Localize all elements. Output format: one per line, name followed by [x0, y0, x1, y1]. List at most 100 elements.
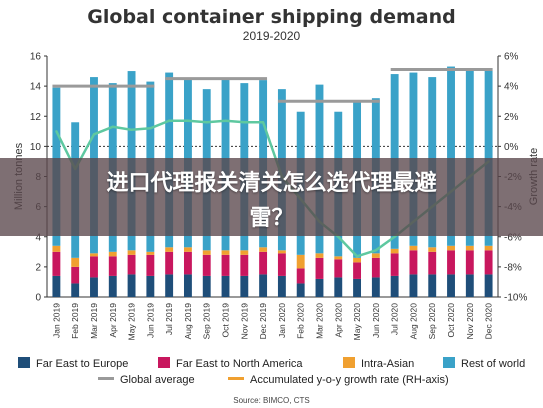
bar-segment — [90, 277, 98, 297]
bar-segment — [165, 247, 174, 252]
x-tick-label: Mar 2020 — [314, 303, 324, 339]
bar-segment — [183, 247, 192, 252]
bar-segment — [240, 275, 249, 297]
x-tick-label: Aug 2020 — [408, 303, 418, 340]
legend-item-global-average: Global average — [98, 374, 195, 386]
legend-item-intra-asian: Intra-Asian — [343, 357, 414, 370]
bar-segment — [165, 251, 174, 275]
bar-segment — [127, 254, 136, 275]
x-tick-label: Jul 2020 — [390, 303, 400, 335]
legend-swatch — [443, 357, 455, 368]
bar-segment — [127, 274, 136, 297]
legend-swatch — [158, 357, 170, 368]
bar-segment — [353, 262, 362, 279]
bar-segment — [259, 274, 268, 297]
bar-segment — [146, 251, 155, 255]
bar-segment — [465, 274, 474, 297]
y-tick-label: 14 — [30, 82, 42, 93]
bar-segment — [90, 256, 98, 278]
growth-rate-point — [167, 119, 171, 122]
bar-segment — [465, 245, 474, 251]
x-tick-label: Mar 2019 — [89, 303, 99, 339]
bar-segment — [390, 253, 399, 276]
y-right-tick-label: 2% — [504, 112, 519, 123]
bar-segment — [371, 257, 380, 278]
bar-segment — [447, 245, 455, 251]
growth-rate-point — [393, 235, 396, 238]
x-tick-label: Dec 2020 — [484, 303, 494, 340]
x-tick-label: May 2019 — [127, 303, 137, 341]
x-tick-label: Dec 2019 — [258, 303, 268, 340]
x-tick-label: Jun 2020 — [371, 303, 381, 338]
bar-segment — [447, 250, 455, 275]
x-tick-label: Jul 2019 — [164, 303, 174, 335]
bar-segment — [390, 248, 399, 254]
legend-label: Far East to Europe — [36, 358, 129, 370]
legend-swatch — [343, 357, 355, 368]
x-tick-label: Sep 2019 — [202, 303, 212, 340]
x-tick-label: Jan 2019 — [51, 303, 61, 338]
bar-segment — [277, 250, 286, 254]
growth-rate-point — [337, 235, 340, 238]
y-tick-label: 4 — [35, 232, 41, 243]
growth-rate-point — [205, 121, 208, 124]
x-tick-label: Feb 2019 — [70, 303, 80, 339]
bar-segment — [90, 253, 98, 257]
bar-segment — [146, 254, 155, 276]
growth-rate-point — [149, 127, 152, 130]
bar-segment — [146, 275, 155, 297]
y-tick-label: 10 — [30, 142, 42, 153]
bar-segment — [127, 250, 136, 255]
bar-segment — [371, 253, 380, 258]
bar-segment — [428, 251, 437, 275]
legend-label: Far East to North America — [176, 358, 303, 370]
bar-segment — [259, 251, 268, 275]
growth-rate-point — [355, 255, 359, 258]
bar-segment — [71, 257, 80, 267]
legend-label: Accumulated y-o-y growth rate (RH-axis) — [250, 374, 449, 386]
x-tick-label: Jan 2020 — [277, 303, 287, 338]
bar-segment — [52, 275, 61, 297]
y-tick-label: 0 — [35, 293, 41, 304]
bar-segment — [447, 274, 455, 297]
growth-rate-point — [130, 128, 133, 132]
bar-segment — [240, 250, 249, 255]
bar-segment — [409, 274, 418, 297]
y-right-tick-label: 4% — [504, 82, 519, 93]
growth-rate-point — [224, 119, 227, 122]
y-right-tick-label: -6% — [504, 232, 522, 243]
y-right-tick-label: 6% — [504, 52, 519, 63]
bar-segment — [390, 275, 399, 297]
bar-segment — [108, 251, 117, 257]
bar-segment — [484, 274, 493, 297]
x-tick-label: Oct 2019 — [221, 303, 231, 338]
y-tick-label: 12 — [30, 112, 42, 123]
bar-segment — [315, 257, 324, 279]
legend-item-far-east-europe: Far East to Europe — [18, 357, 128, 370]
bar-segment — [484, 250, 493, 275]
bar-segment — [277, 253, 286, 276]
y-tick-label: 2 — [35, 262, 41, 273]
legend-label: Intra-Asian — [361, 358, 415, 370]
source-note: Source: BIMCO, CTS — [233, 396, 310, 405]
bar-segment — [221, 254, 230, 276]
bar-segment — [221, 250, 230, 255]
x-tick-label: Sep 2020 — [427, 303, 437, 340]
bar-segment — [465, 69, 474, 246]
x-tick-label: Apr 2019 — [108, 303, 118, 338]
bar-segment — [484, 245, 493, 251]
x-tick-label: Feb 2020 — [296, 303, 306, 339]
bar-segment — [428, 247, 437, 252]
bar-segment — [277, 275, 286, 297]
bar-segment — [409, 250, 418, 275]
bar-segment — [259, 247, 268, 252]
x-tick-label: Nov 2019 — [239, 303, 249, 340]
legend-line-swatch — [98, 377, 114, 380]
bar-segment — [296, 268, 305, 284]
bar-segment — [334, 259, 343, 278]
legend-item-far-east-north-america: Far East to North America — [158, 357, 303, 370]
legend-label: Rest of world — [461, 358, 526, 370]
x-tick-label: Jun 2019 — [145, 303, 155, 338]
chart-title: Global container shipping demand — [87, 6, 456, 28]
bar-segment — [202, 254, 211, 276]
